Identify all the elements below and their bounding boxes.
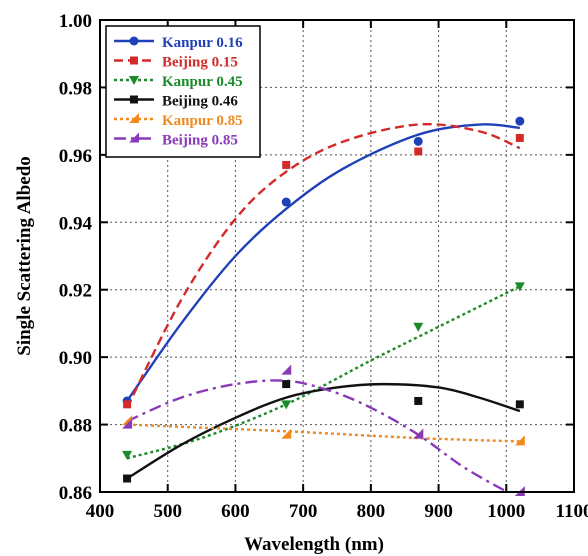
y-tick-label: 0.90 <box>59 348 92 369</box>
data-point-kanpur-0-45 <box>281 400 292 410</box>
data-point-beijing-0-85 <box>122 418 133 429</box>
y-tick-label: 0.92 <box>59 281 92 302</box>
legend-label-beijing-0-15: Beijing 0.15 <box>162 55 238 71</box>
x-tick-label: 1000 <box>487 501 525 522</box>
y-tick-label: 0.88 <box>59 416 92 437</box>
fit-line-beijing-0-85 <box>126 379 510 492</box>
data-point-beijing-0-46 <box>414 396 423 405</box>
data-points <box>122 116 525 496</box>
fit-line-beijing-0-15 <box>126 122 521 409</box>
y-tick-label: 0.96 <box>59 146 92 167</box>
legend-marker-beijing-0-85 <box>129 132 139 143</box>
data-point-kanpur-0-45 <box>413 322 424 332</box>
plot-frame <box>99 19 575 493</box>
data-point-beijing-0-85 <box>281 364 292 375</box>
x-axis-label: Wavelength (nm) <box>244 534 384 555</box>
data-point-beijing-0-15 <box>515 134 524 142</box>
fit-line-kanpur-0-85 <box>127 423 520 443</box>
grid <box>100 20 574 492</box>
data-point-beijing-0-15 <box>123 400 132 409</box>
x-tick-label: 900 <box>424 501 453 522</box>
legend-marker-kanpur-0-16 <box>129 36 139 46</box>
x-tick-label: 600 <box>221 501 250 522</box>
x-tick-label: 700 <box>289 501 318 522</box>
legend-label-kanpur-0-16: Kanpur 0.16 <box>162 35 243 51</box>
y-tick-label: 0.86 <box>59 483 92 504</box>
fit-line-kanpur-0-45 <box>126 285 521 460</box>
data-point-kanpur-0-16 <box>281 197 291 207</box>
x-tick-label: 400 <box>86 501 115 522</box>
data-point-beijing-0-46 <box>515 400 524 409</box>
data-point-beijing-0-15 <box>414 147 423 156</box>
fit-curves <box>126 122 521 492</box>
legend-marker-beijing-0-15 <box>130 56 138 65</box>
data-point-kanpur-0-85 <box>514 435 525 446</box>
legend-marker-beijing-0-46 <box>130 95 138 104</box>
legend-label-beijing-0-85: Beijing 0.85 <box>162 133 238 149</box>
legend-marker-kanpur-0-85 <box>129 113 139 123</box>
data-point-beijing-0-85 <box>413 428 424 439</box>
legend-label-kanpur-0-85: Kanpur 0.85 <box>162 113 243 129</box>
axis-ticks: 400 500 600 700 800 900 1000 1100 0.86 0.88 0.90 0.… <box>59 11 588 522</box>
fit-line-kanpur-0-16 <box>126 123 520 402</box>
y-axis-label: Single Scattering Albedo <box>14 156 35 356</box>
data-point-beijing-0-46 <box>123 474 132 483</box>
x-tick-label: 500 <box>153 501 182 522</box>
legend-marker-kanpur-0-45 <box>129 76 139 85</box>
y-tick-label: 0.98 <box>59 78 92 99</box>
data-point-kanpur-0-45 <box>122 450 133 460</box>
data-point-beijing-0-46 <box>282 380 291 389</box>
data-point-kanpur-0-16 <box>413 136 423 146</box>
data-point-kanpur-0-16 <box>515 116 525 126</box>
legend-box <box>105 25 261 158</box>
y-tick-label: 1.00 <box>59 11 92 32</box>
data-point-beijing-0-15 <box>282 160 291 169</box>
y-tick-label: 0.94 <box>59 213 93 234</box>
legend: Kanpur 0.16 Beijing 0.15 Kanpur 0.45 Beijin… <box>105 25 261 158</box>
fit-line-beijing-0-46 <box>126 382 521 480</box>
x-tick-label: 1100 <box>556 501 588 522</box>
data-point-kanpur-0-45 <box>514 282 525 292</box>
data-point-kanpur-0-85 <box>281 428 292 439</box>
x-tick-label: 800 <box>357 501 386 522</box>
legend-label-beijing-0-46: Beijing 0.46 <box>162 94 238 110</box>
legend-label-kanpur-0-45: Kanpur 0.45 <box>162 74 243 90</box>
